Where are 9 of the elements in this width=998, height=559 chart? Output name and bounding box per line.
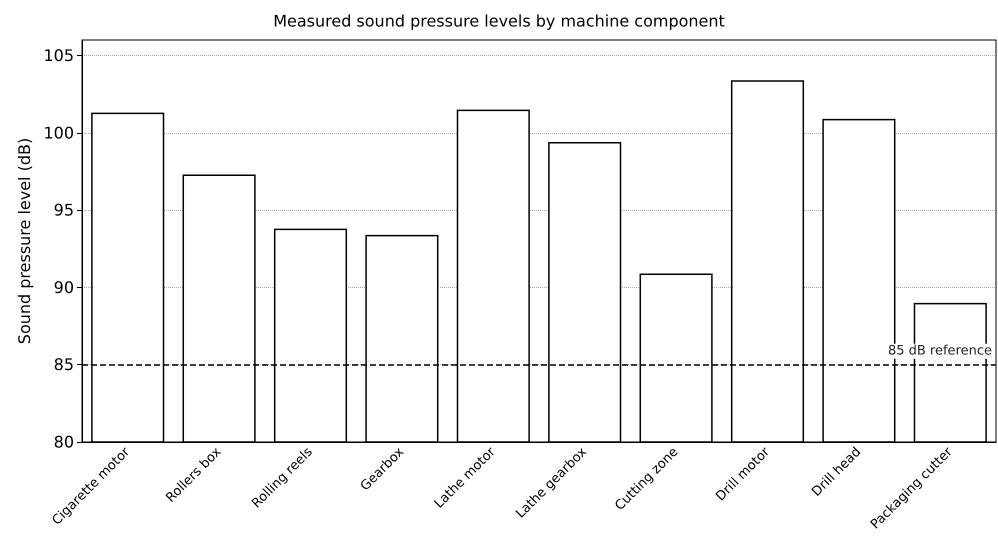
y-tick-label: 95 bbox=[54, 200, 74, 220]
chart-title: Measured sound pressure levels by machine component bbox=[273, 12, 725, 30]
y-tick-label: 80 bbox=[54, 432, 74, 452]
y-axis-title: Sound pressure level (dB) bbox=[15, 138, 34, 344]
y-tick-label: 90 bbox=[54, 278, 74, 297]
y-tick-label: 85 bbox=[54, 355, 74, 374]
y-tick-label: 105 bbox=[43, 46, 74, 65]
y-tick-label: 100 bbox=[43, 123, 74, 142]
ref-line-label: 85 dB reference bbox=[888, 344, 992, 359]
